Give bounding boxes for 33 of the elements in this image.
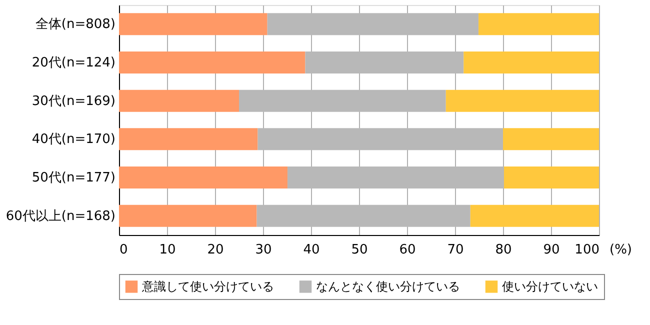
bar [464, 52, 599, 74]
x-tick-label: 50 [351, 242, 368, 258]
y-tick-label: 30代(n=169) [32, 94, 116, 109]
bar [119, 90, 239, 112]
bar [119, 204, 257, 227]
bar [503, 128, 599, 150]
y-tick-label: 50代(n=177) [32, 170, 116, 186]
legend-label: なんとなく使い分けている [316, 280, 460, 294]
x-tick-label: 40 [303, 242, 320, 258]
y-tick-label: 20代(n=124) [32, 56, 116, 70]
x-tick-label: 60 [399, 242, 416, 258]
bar [119, 52, 306, 74]
bar [119, 13, 268, 36]
x-tick-label: 100 [574, 242, 600, 258]
x-tick-label: 20 [207, 242, 224, 258]
bar [478, 13, 599, 36]
x-tick-label: 30 [255, 242, 272, 258]
bar [119, 166, 288, 188]
legend-label: 使い分けていない [502, 280, 598, 294]
x-tick-label: 10 [159, 242, 176, 258]
x-tick-label: 80 [495, 242, 512, 258]
x-axis-title: (%) [610, 242, 632, 258]
y-tick-label: 60代以上(n=168) [6, 208, 116, 224]
bar [446, 90, 599, 112]
x-tick-label: 90 [543, 242, 560, 258]
legend-label: 意識して使い分けている [141, 280, 274, 294]
x-tick-label: 0 [120, 242, 128, 258]
bar [119, 128, 258, 150]
y-tick-label: 40代(n=170) [32, 132, 116, 148]
bar [470, 204, 599, 227]
x-tick-label: 70 [447, 242, 464, 258]
bar [504, 166, 599, 188]
y-tick-label: 全体(n=808) [35, 17, 116, 32]
